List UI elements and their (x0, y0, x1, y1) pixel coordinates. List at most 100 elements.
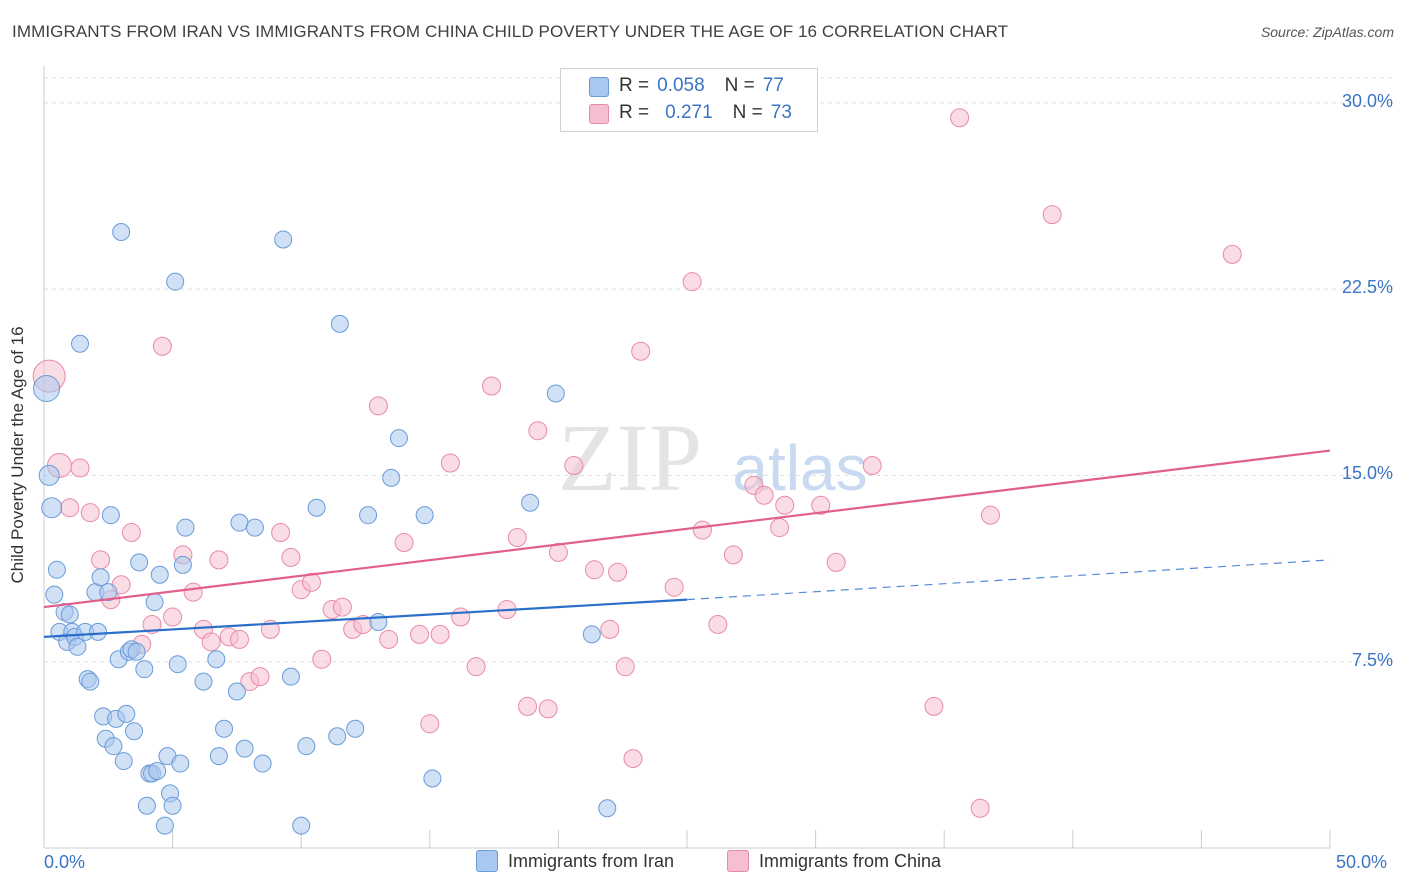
trend-lines (43, 449, 1331, 638)
iran-point (145, 593, 164, 612)
iran-point (582, 625, 601, 644)
iran-point (114, 752, 133, 771)
china-point (924, 696, 944, 716)
iran-point (227, 682, 246, 701)
iran-trend-extension (686, 559, 1331, 601)
china-point (209, 550, 229, 570)
iran-point (99, 583, 118, 602)
iran-point (209, 747, 228, 766)
chart-title: IMMIGRANTS FROM IRAN VS IMMIGRANTS FROM … (12, 22, 1009, 41)
watermark: ZIP atlas (558, 404, 868, 511)
iran-point (235, 739, 254, 758)
china-trend-line (43, 449, 1331, 609)
china-point (754, 485, 774, 505)
china-point (507, 528, 527, 548)
china-point (770, 518, 790, 538)
iran-point (60, 605, 79, 624)
iran-point (168, 655, 187, 674)
china-point (183, 582, 203, 602)
iran-point (415, 506, 434, 525)
china-point (379, 629, 399, 649)
china-swatch (589, 104, 609, 124)
china-point (623, 749, 643, 769)
china-point (312, 649, 332, 669)
china-point (281, 547, 301, 567)
china-point (631, 341, 651, 361)
iran-n-label: N = (724, 75, 755, 96)
china-point (70, 458, 90, 478)
iran-point (330, 314, 349, 333)
legend-iran-swatch (476, 850, 498, 872)
iran-point (598, 799, 617, 818)
iran-point (230, 513, 249, 532)
iran-point (150, 565, 169, 584)
china-point (482, 376, 502, 396)
iran-point (176, 518, 195, 537)
x-tick-label-min: 0.0% (44, 852, 86, 872)
iran-stats-row: R = 0.058 N = 77 (619, 74, 784, 98)
china-point (250, 667, 270, 687)
iran-point (112, 223, 131, 241)
iran-point (307, 498, 326, 517)
china-point (950, 108, 970, 128)
china-point (826, 552, 846, 572)
iran-point (41, 497, 63, 519)
iran-r-value: 0.058 (657, 75, 705, 96)
china-stats-row: R = 0.271 N = 73 (619, 101, 792, 125)
iran-trend-line (43, 598, 688, 638)
iran-point (346, 719, 365, 738)
iran-point (215, 719, 234, 738)
china-point (163, 607, 183, 627)
iran-point (171, 754, 190, 773)
iran-point (130, 553, 149, 572)
iran-point (45, 585, 64, 604)
iran-point (38, 464, 60, 486)
legend-item-china: Immigrants from China (727, 850, 941, 872)
iran-point (166, 272, 185, 291)
iran-points (33, 223, 617, 835)
iran-point (125, 722, 144, 741)
iran-point (101, 506, 120, 525)
china-n-value: 73 (770, 102, 792, 123)
stats-legend: R = 0.058 N = 77 R = 0.271 N = 73 (560, 68, 818, 132)
china-point (862, 455, 882, 475)
legend-china-swatch (727, 850, 749, 872)
china-point (528, 421, 548, 441)
iran-point (127, 642, 146, 661)
iran-point (163, 796, 182, 815)
grid-lines (44, 77, 1395, 663)
china-point (584, 560, 604, 580)
iran-point (81, 672, 100, 691)
china-point (811, 495, 831, 515)
iran-point (369, 612, 388, 631)
iran-point (207, 650, 226, 669)
iran-point (68, 637, 87, 656)
china-point (60, 498, 80, 518)
china-point (142, 614, 162, 634)
china-point (440, 453, 460, 473)
iran-point (194, 672, 213, 691)
iran-point (47, 560, 66, 579)
iran-point (117, 704, 136, 723)
china-point (1042, 205, 1062, 225)
china-r-value: 0.271 (665, 102, 713, 123)
watermark-zip: ZIP (558, 404, 702, 511)
iran-swatch (589, 77, 609, 97)
china-point (664, 577, 684, 597)
iran-point (253, 754, 272, 773)
china-point (368, 396, 388, 416)
iran-point (71, 334, 90, 353)
china-point (121, 523, 141, 543)
iran-point (423, 769, 442, 788)
iran-point (382, 468, 401, 487)
china-n-label: N = (732, 102, 763, 123)
china-point (201, 632, 221, 652)
china-point (466, 657, 486, 677)
iran-point (281, 667, 300, 686)
iran-point (137, 796, 156, 815)
iran-point (173, 555, 192, 574)
iran-point (33, 374, 61, 402)
china-point (271, 523, 291, 543)
china-point (600, 619, 620, 639)
iran-point (91, 568, 110, 587)
